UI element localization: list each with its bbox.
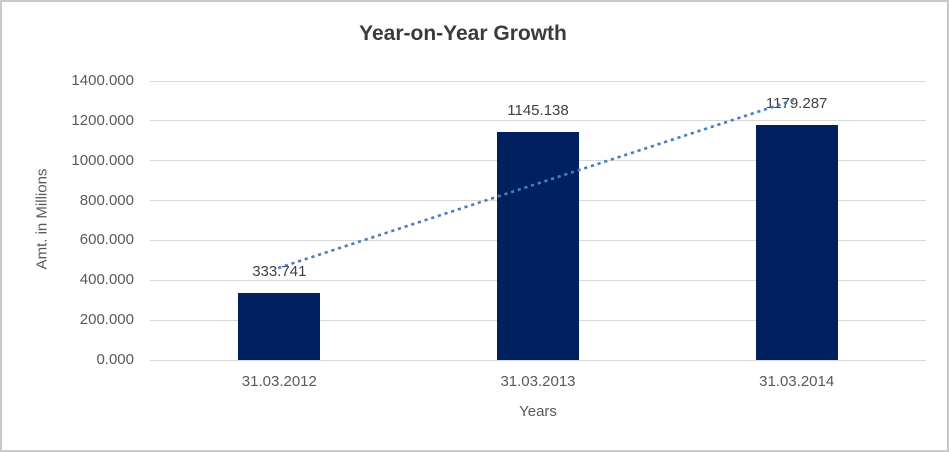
x-category-label: 31.03.2012 [241,373,317,390]
gridline [150,80,926,82]
gridline [150,359,926,361]
gridline [150,120,926,122]
bar[interactable] [238,293,321,360]
y-tick-label: 0.000 [96,351,134,368]
x-category-label: 31.03.2014 [759,373,835,390]
x-axis-title: Years [519,403,557,420]
y-tick-label: 200.000 [79,311,134,329]
data-label: 1179.287 [765,94,828,112]
data-label: 1145.138 [507,101,569,119]
data-label: 333.741 [252,263,307,281]
y-tick-label: 400.000 [79,271,134,289]
y-tick-label: 800.000 [79,191,134,209]
bar[interactable] [497,131,579,360]
y-tick-label: 600.000 [79,231,134,249]
y-tick-label: 1000.000 [71,151,134,169]
chart-title: Year-on-Year Growth [359,22,567,45]
y-tick-label: 1400.000 [71,72,134,89]
y-axis-title: Amt. in Millions [33,168,51,270]
y-tick-label: 1200.000 [71,111,134,129]
bar[interactable] [755,124,838,360]
x-category-label: 31.03.2013 [500,373,576,390]
